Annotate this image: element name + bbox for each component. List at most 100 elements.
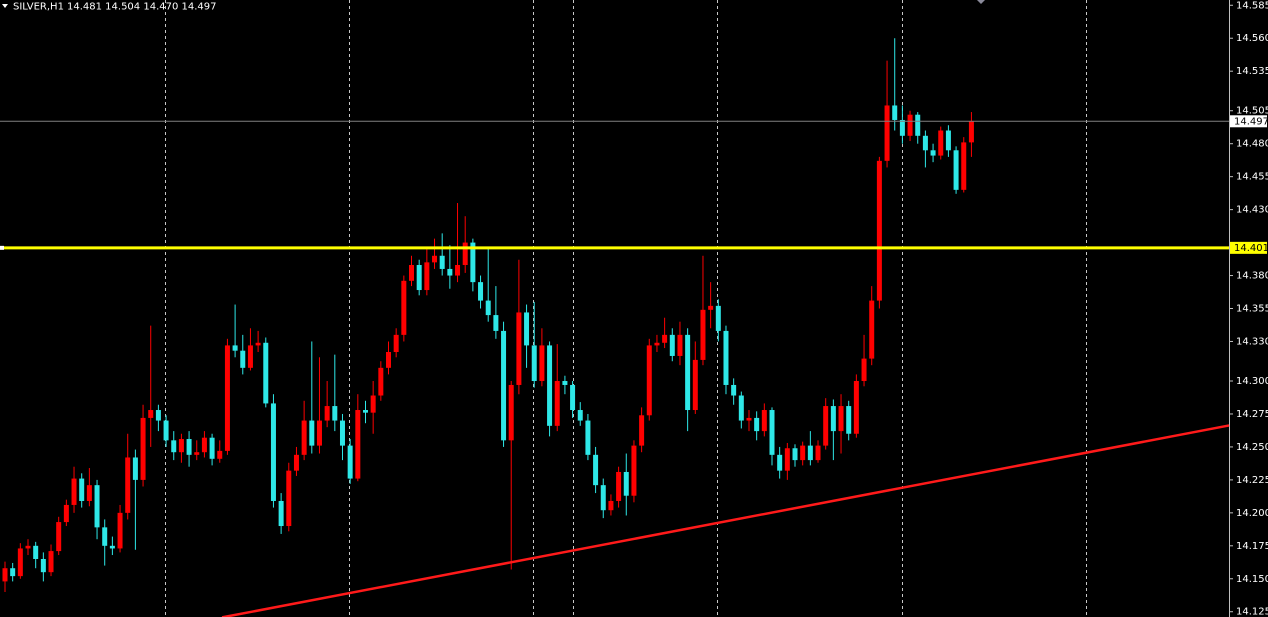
candle-body xyxy=(109,545,115,549)
candle-body xyxy=(646,345,652,416)
candle-body xyxy=(148,410,154,418)
level-box xyxy=(1230,241,1267,254)
y-tick-label: 14.200 xyxy=(1236,508,1268,519)
object-marker xyxy=(977,0,985,4)
candle-body xyxy=(386,352,391,368)
candle-body xyxy=(968,121,974,143)
candle-body xyxy=(194,452,200,455)
candle-body xyxy=(485,300,491,316)
candle-body xyxy=(501,330,507,441)
y-tick-label: 14.585 xyxy=(1236,0,1268,11)
y-tick-label: 14.150 xyxy=(1236,574,1268,585)
candle-body xyxy=(424,262,430,291)
candle-body xyxy=(33,545,39,559)
candle-body xyxy=(531,345,537,382)
candle-body xyxy=(869,300,875,359)
candle-body xyxy=(56,522,62,552)
candle-body xyxy=(616,471,622,501)
y-tick-label: 14.275 xyxy=(1236,409,1268,420)
candle-body xyxy=(117,512,123,549)
candle-body xyxy=(240,350,246,368)
candle-body xyxy=(723,330,729,385)
candle-body xyxy=(293,454,299,471)
candle-body xyxy=(255,342,261,346)
candle-body xyxy=(309,420,315,446)
candle-body xyxy=(378,367,384,396)
candle-body xyxy=(915,114,921,136)
candle-body xyxy=(685,334,691,411)
candle-body xyxy=(769,410,775,455)
y-tick-label: 14.430 xyxy=(1236,205,1268,216)
candle-body xyxy=(2,568,8,582)
candle-body xyxy=(692,359,698,411)
candle-body xyxy=(585,420,591,455)
y-tick-label: 14.380 xyxy=(1236,271,1268,282)
candle-body xyxy=(409,264,415,281)
y-tick-label: 14.300 xyxy=(1236,376,1268,387)
trendline xyxy=(221,424,1230,617)
y-tick-label: 14.225 xyxy=(1236,475,1268,486)
candle-body xyxy=(961,142,967,190)
candle-body xyxy=(94,485,100,528)
candle-body xyxy=(876,160,882,301)
candle-body xyxy=(393,334,399,353)
candle-body xyxy=(907,114,913,136)
candle-body xyxy=(554,381,560,426)
candle-body xyxy=(25,545,31,549)
candle-body xyxy=(362,410,368,413)
candle-body xyxy=(792,448,798,461)
candle-body xyxy=(623,471,629,496)
candle-body xyxy=(815,445,821,461)
candle-body xyxy=(178,439,184,453)
candle-body xyxy=(209,437,215,459)
y-tick-label: 14.560 xyxy=(1236,33,1268,44)
candle-body xyxy=(17,548,23,577)
candle-body xyxy=(884,105,890,161)
candle-body xyxy=(478,282,484,301)
candle-body xyxy=(247,345,253,368)
candle-body xyxy=(631,445,637,496)
candle-body xyxy=(186,439,192,455)
candle-body xyxy=(562,381,568,385)
candle-body xyxy=(232,345,238,351)
candle-body xyxy=(892,105,898,120)
candle-body xyxy=(339,420,345,446)
candle-body xyxy=(524,312,530,346)
y-tick-label: 14.455 xyxy=(1236,172,1268,183)
candle-body xyxy=(493,315,499,331)
y-tick-label: 14.250 xyxy=(1236,442,1268,453)
candle-body xyxy=(508,384,514,441)
candle-body xyxy=(86,485,92,501)
y-tick-label: 14.505 xyxy=(1236,106,1268,117)
candle-body xyxy=(132,457,138,480)
candle-body xyxy=(278,500,284,527)
candle-body xyxy=(853,381,859,434)
candle-body xyxy=(416,264,422,291)
candle-body xyxy=(462,242,468,265)
candle-body xyxy=(140,417,146,480)
candle-body xyxy=(439,255,445,269)
candle-body xyxy=(263,342,269,404)
candle-body xyxy=(899,119,905,136)
candle-body xyxy=(677,334,683,356)
y-tick-label: 14.480 xyxy=(1236,139,1268,150)
candle-body xyxy=(10,568,16,577)
header-arrow xyxy=(2,4,8,8)
candle-body xyxy=(125,457,131,513)
candle-body xyxy=(301,420,307,455)
candle-body xyxy=(470,242,476,283)
candle-body xyxy=(217,450,223,459)
candle-body xyxy=(316,420,322,446)
candle-body xyxy=(784,448,790,471)
candle-body xyxy=(370,395,376,413)
candle-body xyxy=(171,440,177,453)
candle-body xyxy=(79,478,85,501)
candle-body xyxy=(570,384,576,411)
candle-body xyxy=(639,415,645,446)
candle-body xyxy=(577,410,583,421)
y-tick-label: 14.330 xyxy=(1236,336,1268,347)
candle-body xyxy=(447,268,453,276)
candle-body xyxy=(700,309,706,360)
candle-body xyxy=(662,334,668,343)
